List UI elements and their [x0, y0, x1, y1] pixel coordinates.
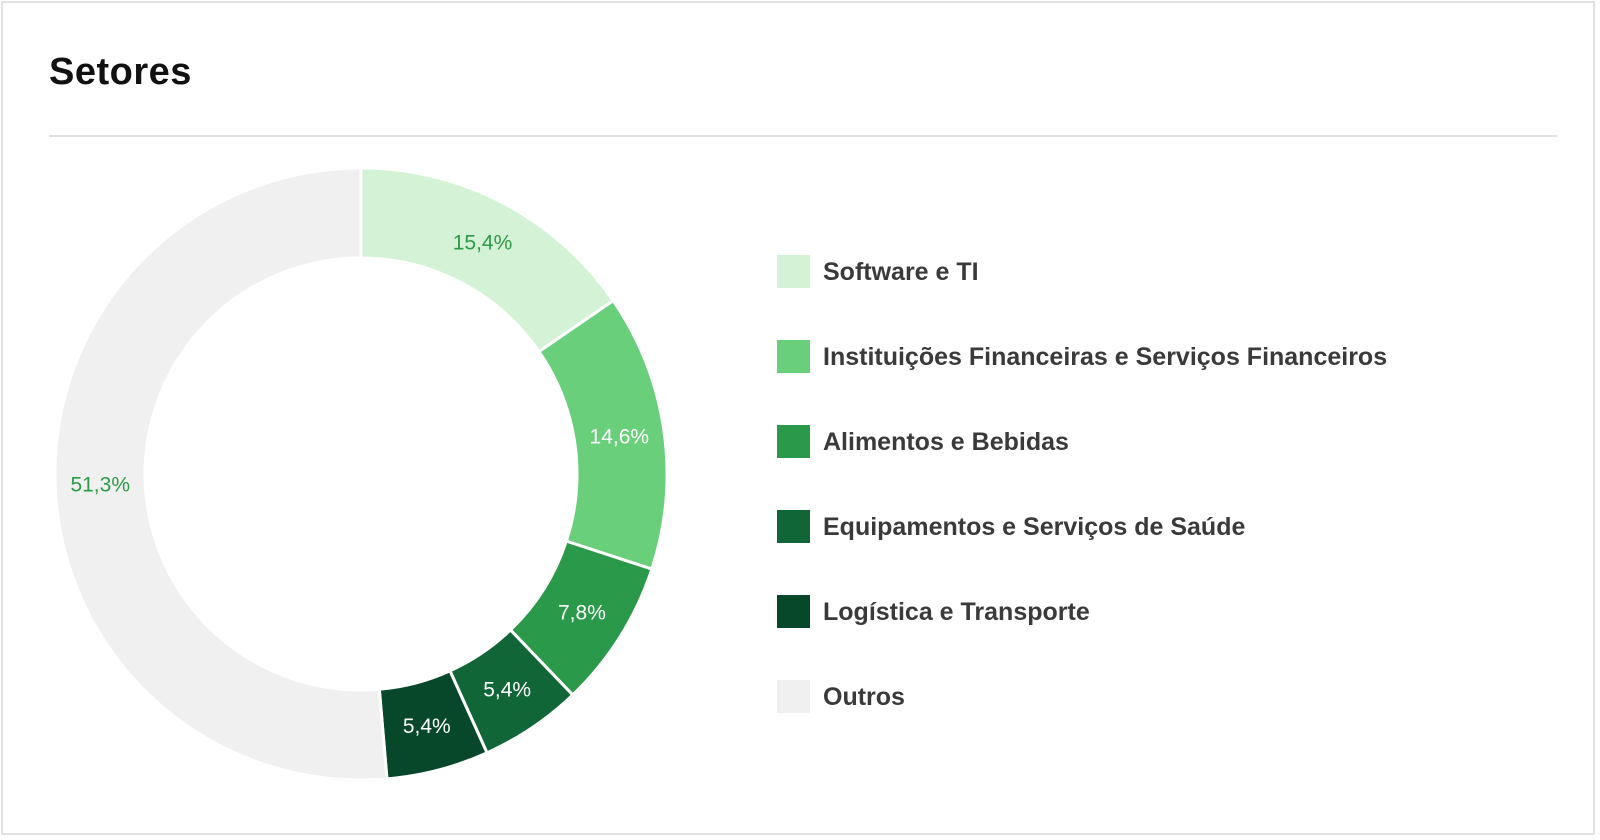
- legend-swatch: [777, 680, 810, 713]
- legend-swatch: [777, 595, 810, 628]
- slice-software-e-ti[interactable]: [359, 166, 616, 354]
- legend-label: Alimentos e Bebidas: [823, 428, 1069, 456]
- slice-label-instituicoes-financeiras-e-servicos-financeiros: 14,6%: [590, 425, 650, 448]
- slice-label-alimentos-e-bebidas: 7,8%: [558, 601, 606, 624]
- legend-label: Instituições Financeiras e Serviços Fina…: [823, 343, 1388, 371]
- slice-label-outros: 51,3%: [70, 474, 130, 497]
- slice-outros[interactable]: [53, 166, 389, 782]
- legend-swatch: [777, 425, 810, 458]
- chart-title: Setores: [49, 51, 192, 93]
- legend-label: Logística e Transporte: [823, 598, 1090, 626]
- donut-chart: 15,4% 14,6% 7,8% 5,4% 5,4% 51,3%: [53, 166, 669, 782]
- slice-label-logistica-e-transporte: 5,4%: [403, 715, 451, 738]
- legend-swatch: [777, 255, 810, 288]
- title-divider: [49, 135, 1557, 137]
- legend-label: Outros: [823, 683, 905, 711]
- legend-label: Software e TI: [823, 258, 979, 286]
- legend-swatch: [777, 510, 810, 543]
- slice-label-software-e-ti: 15,4%: [453, 232, 513, 255]
- legend-swatch: [777, 340, 810, 373]
- slice-label-equipamentos-e-servicos-de-saude: 5,4%: [483, 679, 531, 702]
- legend-label: Equipamentos e Serviços de Saúde: [823, 513, 1246, 541]
